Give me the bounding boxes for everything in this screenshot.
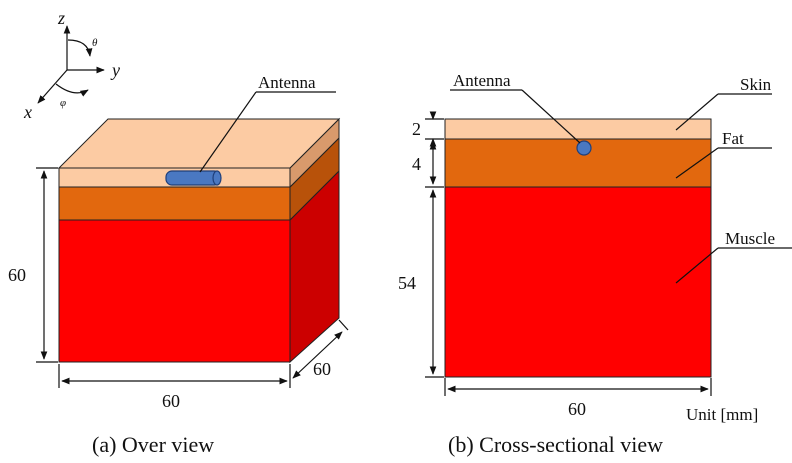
x-axis-label: x [23,102,32,122]
cross-muscle-layer [445,187,711,377]
cross-section-block [445,119,711,377]
unit-label: Unit [mm] [686,405,758,424]
theta-label: θ [92,37,98,49]
cross-width-dimension-label: 60 [568,399,586,419]
cross-section-caption: (b) Cross-sectional view [448,432,663,457]
depth-dimension-label: 60 [313,359,331,379]
skin-label: Skin [740,75,772,94]
fat-label: Fat [722,129,744,148]
fat-front-face [59,187,290,220]
skin-dimension-label: 2 [412,119,421,139]
cross-antenna-label: Antenna [453,71,511,90]
cross-antenna-circle [577,141,591,155]
theta-arc [68,40,90,56]
muscle-label: Muscle [725,229,775,248]
z-axis-label: z [57,8,65,28]
skin-top-face [59,119,339,168]
antenna-end-cap [213,171,221,185]
coordinate-axes: z y x θ φ [23,8,120,122]
antenna-body [166,171,220,185]
depth-ext-back [339,320,348,330]
fat-dimension-label: 4 [412,154,421,174]
phi-label: φ [60,97,66,109]
antenna-cylinder [166,171,221,185]
phi-arc [56,84,88,93]
height-dimension-label: 60 [8,265,26,285]
over-view-block: Antenna [59,73,339,362]
width-dimension-label: 60 [162,391,180,411]
muscle-front-face [59,220,290,362]
over-view-antenna-label: Antenna [258,73,316,92]
cross-skin-layer [445,119,711,139]
over-view-caption: (a) Over view [92,432,214,457]
muscle-dimension-label: 54 [398,273,416,293]
y-axis-label: y [110,60,120,80]
